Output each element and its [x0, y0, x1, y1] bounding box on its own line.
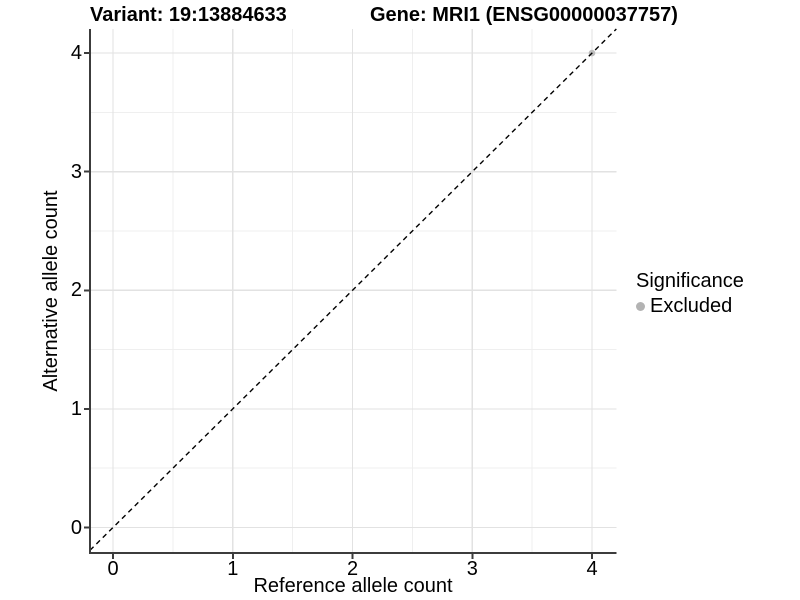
x-tick-label: 0 [107, 558, 119, 580]
legend-item-label: Excluded [650, 295, 733, 317]
identity-dashed-line [89, 28, 617, 551]
y-tick-label: 2 [70, 279, 82, 302]
legend: Significance Excluded [634, 269, 744, 318]
legend-item-excluded: Excluded [634, 294, 744, 318]
y-axis-title: Alternative allele count [40, 190, 62, 392]
x-tick-label: 2 [346, 558, 359, 580]
plot-title-variant: Variant: 19:13884633 [90, 4, 287, 26]
x-tick-label: 3 [466, 558, 478, 580]
legend-marker-dot-icon [636, 301, 645, 311]
x-axis-title: Reference allele count [253, 575, 453, 597]
legend-title: Significance [636, 270, 744, 292]
y-tick-label: 3 [70, 160, 82, 183]
y-tick-label: 0 [70, 516, 82, 539]
plot-title-gene: Gene: MRI1 (ENSG00000037757) [370, 4, 678, 26]
x-tick-label: 4 [586, 558, 598, 580]
y-tick-label: 1 [70, 397, 82, 420]
x-tick-label: 1 [227, 558, 239, 580]
y-tick-label: 4 [70, 42, 82, 65]
